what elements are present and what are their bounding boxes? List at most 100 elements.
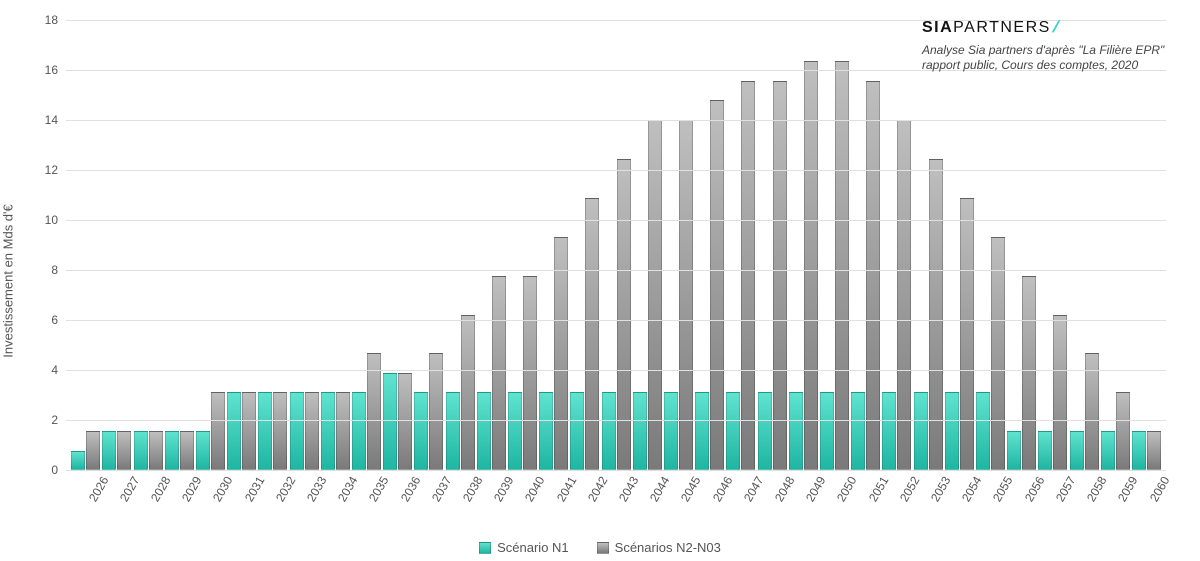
grid-line [66,470,1166,471]
bar-n2n03 [991,237,1005,471]
y-tick-label: 12 [45,163,66,177]
bar-n1 [1070,431,1084,470]
bar-n1 [1007,431,1021,470]
x-label-slot: 2047 [725,474,756,514]
note-text: Analyse Sia partners d'après "La Filière… [922,43,1172,74]
bar-n2n03 [648,120,662,470]
bar-n1 [1038,431,1052,470]
bar-n2n03 [305,392,319,470]
bar-group [850,20,881,470]
bar-group [70,20,101,470]
bar-group [476,20,507,470]
bar-group [1037,20,1068,470]
bar-n1 [914,392,928,470]
grid-line [66,220,1166,221]
attribution-note: SIAPARTNERS/ Analyse Sia partners d'aprè… [922,18,1172,74]
plot-area: 024681012141618 [66,20,1166,470]
bar-n2n03 [897,120,911,470]
x-label-slot: 2030 [195,474,226,514]
bar-group [975,20,1006,470]
bar-n1 [820,392,834,470]
bar-group [944,20,975,470]
x-label-slot: 2048 [756,474,787,514]
bar-group [195,20,226,470]
x-label-slot: 2050 [819,474,850,514]
grid-line [66,170,1166,171]
bar-n2n03 [86,431,100,470]
bar-n1 [976,392,990,470]
bar-n2n03 [523,276,537,471]
y-tick-label: 2 [51,413,66,427]
bar-n1 [477,392,491,470]
bar-n1 [508,392,522,470]
bar-group [632,20,663,470]
bar-group [1131,20,1162,470]
bar-group [226,20,257,470]
bar-group [819,20,850,470]
x-label-slot: 2038 [444,474,475,514]
x-label-slot: 2037 [413,474,444,514]
bar-n2n03 [679,120,693,470]
bar-group [257,20,288,470]
bar-n2n03 [180,431,194,470]
bar-group [663,20,694,470]
x-label-slot: 2055 [975,474,1006,514]
bar-group [600,20,631,470]
bar-group [351,20,382,470]
bar-n1 [1101,431,1115,470]
bar-n2n03 [741,81,755,470]
bar-n2n03 [492,276,506,471]
x-label-slot: 2043 [600,474,631,514]
bar-n2n03 [242,392,256,470]
x-label-slot: 2031 [226,474,257,514]
bar-group [1006,20,1037,470]
bar-group [288,20,319,470]
y-tick-label: 4 [51,363,66,377]
bar-n1 [882,392,896,470]
x-label-slot: 2045 [663,474,694,514]
bar-n2n03 [117,431,131,470]
bar-n1 [383,373,397,470]
bar-n1 [570,392,584,470]
bar-n2n03 [1022,276,1036,471]
bar-n2n03 [710,100,724,470]
x-label-slot: 2046 [694,474,725,514]
x-label-slot: 2029 [164,474,195,514]
y-tick-label: 6 [51,313,66,327]
bar-group [444,20,475,470]
x-label-slot: 2032 [257,474,288,514]
bar-n2n03 [960,198,974,471]
bar-group [101,20,132,470]
bar-n1 [446,392,460,470]
legend-label: Scénario N1 [497,540,569,555]
legend-swatch [597,542,609,554]
bar-n2n03 [773,81,787,470]
x-label-slot: 2060 [1131,474,1162,514]
bar-n1 [851,392,865,470]
grid-line [66,320,1166,321]
x-label-slot: 2056 [1006,474,1037,514]
bar-group [413,20,444,470]
bar-group [694,20,725,470]
bars-layer [66,20,1166,470]
bar-group [756,20,787,470]
bar-n2n03 [617,159,631,470]
bar-n2n03 [554,237,568,471]
bar-n2n03 [273,392,287,470]
x-label-slot: 2028 [132,474,163,514]
bar-group [382,20,413,470]
y-tick-label: 10 [45,213,66,227]
bar-n2n03 [866,81,880,470]
y-tick-label: 14 [45,113,66,127]
x-tick-label: 2060 [1147,474,1172,504]
bar-group [507,20,538,470]
y-axis-title: Investissement en Mds d'€ [1,204,16,358]
bar-n2n03 [1147,431,1161,470]
bar-n1 [539,392,553,470]
x-label-slot: 2054 [944,474,975,514]
legend: Scénario N1Scénarios N2-N03 [0,540,1200,555]
chart-container: Investissement en Mds d'€ 02468101214161… [0,0,1200,561]
x-label-slot: 2053 [912,474,943,514]
grid-line [66,370,1166,371]
bar-n1 [102,431,116,470]
